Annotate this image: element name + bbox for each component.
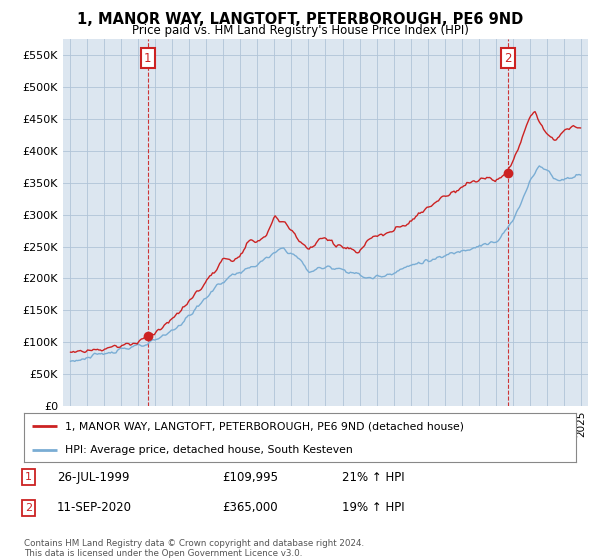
Text: 21% ↑ HPI: 21% ↑ HPI (342, 470, 404, 484)
Text: Contains HM Land Registry data © Crown copyright and database right 2024.
This d: Contains HM Land Registry data © Crown c… (24, 539, 364, 558)
Text: 1: 1 (144, 52, 152, 65)
Text: 19% ↑ HPI: 19% ↑ HPI (342, 501, 404, 515)
Text: 2: 2 (25, 503, 32, 513)
Text: Price paid vs. HM Land Registry's House Price Index (HPI): Price paid vs. HM Land Registry's House … (131, 24, 469, 36)
Text: 2: 2 (504, 52, 512, 65)
Text: HPI: Average price, detached house, South Kesteven: HPI: Average price, detached house, Sout… (65, 445, 353, 455)
Text: £109,995: £109,995 (222, 470, 278, 484)
Text: 26-JUL-1999: 26-JUL-1999 (57, 470, 130, 484)
Text: 1, MANOR WAY, LANGTOFT, PETERBOROUGH, PE6 9ND: 1, MANOR WAY, LANGTOFT, PETERBOROUGH, PE… (77, 12, 523, 27)
Text: 1, MANOR WAY, LANGTOFT, PETERBOROUGH, PE6 9ND (detached house): 1, MANOR WAY, LANGTOFT, PETERBOROUGH, PE… (65, 421, 464, 431)
Text: 11-SEP-2020: 11-SEP-2020 (57, 501, 132, 515)
Text: 1: 1 (25, 472, 32, 482)
Text: £365,000: £365,000 (222, 501, 278, 515)
